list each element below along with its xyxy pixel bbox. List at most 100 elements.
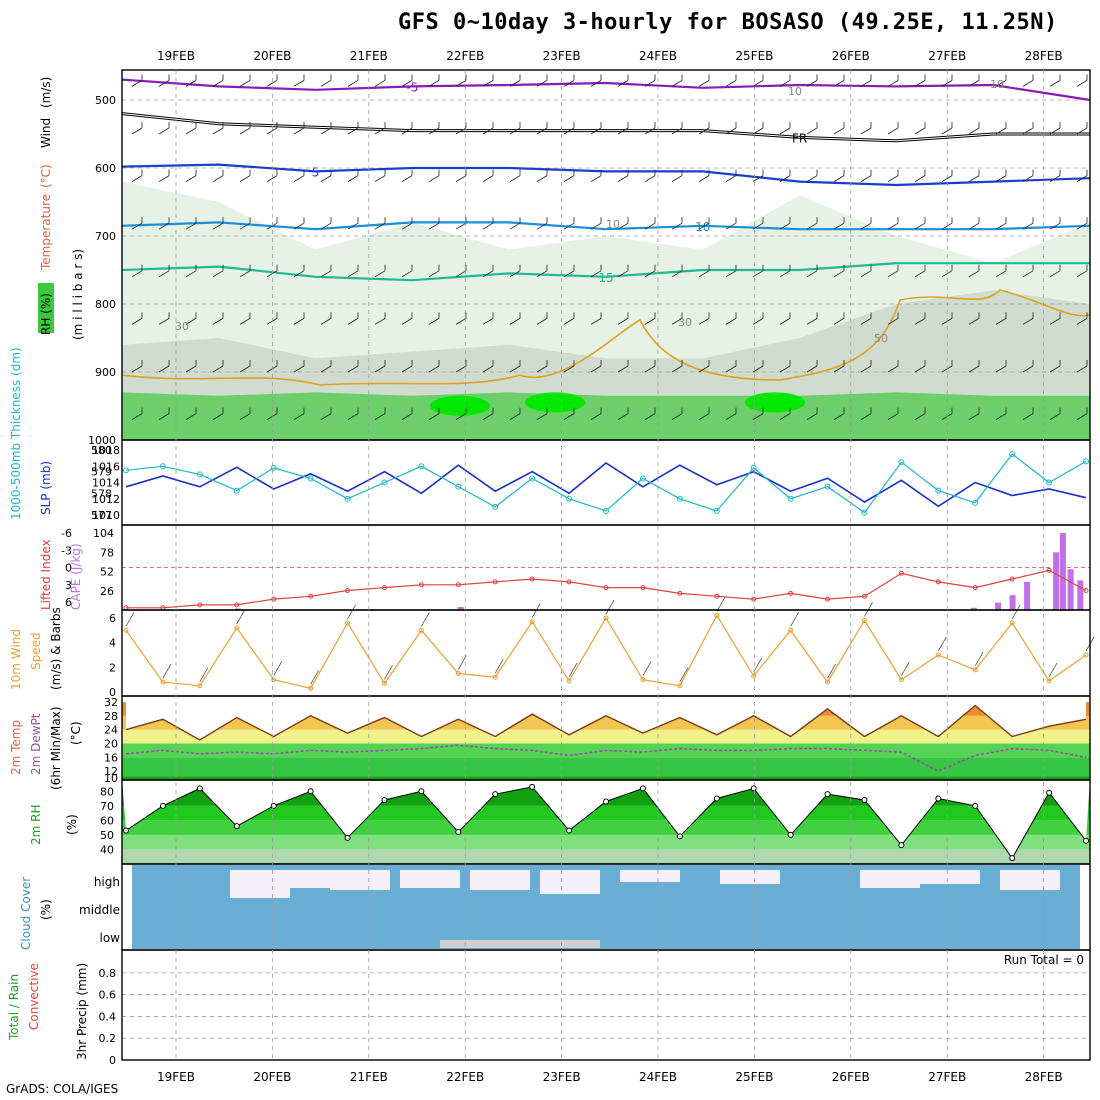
- wind-barb: [914, 365, 926, 373]
- wind-barb: [536, 222, 548, 230]
- wind-barb: [698, 413, 710, 420]
- wind-barb: [725, 175, 737, 182]
- wind-barb: [752, 175, 764, 182]
- wind-barb: [1022, 365, 1034, 373]
- cape-bar: [1059, 533, 1066, 610]
- wind-barb: [239, 222, 251, 230]
- thickness-line: [125, 462, 1087, 508]
- rh-tick: 70: [100, 800, 114, 813]
- wind-barb: [131, 222, 143, 230]
- wind-barb: [482, 413, 494, 420]
- wind-speed-line: [125, 614, 1087, 689]
- wind-barb: [536, 365, 548, 373]
- wind-barb: [455, 127, 467, 135]
- wind-barb: [158, 413, 170, 420]
- wind-barb: [914, 270, 926, 278]
- wind-barb: [347, 318, 359, 325]
- date-label-bottom: 26FEB: [832, 1070, 870, 1084]
- date-label-top: 20FEB: [253, 49, 291, 63]
- wind-barb: [887, 318, 899, 325]
- date-label-bottom: 28FEB: [1025, 1070, 1063, 1084]
- wind-barb: [642, 661, 652, 676]
- slp-point: [307, 475, 314, 482]
- li-axis-label: Lifted Index: [39, 539, 53, 610]
- wind-barb: [212, 80, 224, 87]
- wind-barb: [914, 127, 926, 135]
- slp-point: [344, 495, 351, 502]
- temp-mask: [126, 702, 1086, 740]
- thickness-tick: 580: [91, 444, 112, 457]
- wind-barb: [1022, 270, 1034, 278]
- wind-barb: [617, 270, 629, 278]
- wind-barb: [901, 661, 910, 676]
- wind-barb: [131, 318, 143, 325]
- wind-barb: [617, 222, 629, 230]
- wind-speed-point: [345, 620, 351, 626]
- wind-barb: [671, 175, 683, 182]
- wind-barb: [995, 365, 1007, 373]
- wind-barb: [968, 318, 980, 325]
- date-label-bottom: 27FEB: [928, 1070, 966, 1084]
- wind-barb: [401, 318, 413, 325]
- wind-barb: [347, 365, 359, 373]
- wind-barb: [833, 80, 845, 87]
- wind-barb: [374, 175, 386, 182]
- slp-point: [455, 483, 462, 490]
- wind-barb: [698, 318, 710, 325]
- cloud-gap: [230, 870, 290, 898]
- rh-point: [1046, 789, 1053, 796]
- panel-frame: [121, 949, 1091, 1061]
- li-line: [126, 569, 1087, 609]
- li-tick: -3: [61, 544, 72, 557]
- precip-label-1: Total / Rain: [7, 974, 21, 1041]
- wind-barb: [995, 318, 1007, 325]
- wind-barb: [617, 175, 629, 182]
- wind-barb: [347, 175, 359, 182]
- wind-barb: [266, 175, 278, 182]
- wind-barb: [320, 175, 332, 182]
- date-label-bottom: 22FEB: [446, 1070, 484, 1084]
- wind-barb: [779, 318, 791, 325]
- wind-barb: [158, 270, 170, 278]
- date-label-bottom: 19FEB: [157, 1070, 195, 1084]
- cape-bar: [1067, 569, 1074, 610]
- rh-point: [898, 842, 905, 849]
- wind-barb: [563, 175, 575, 182]
- wind-barb: [266, 222, 278, 230]
- wind-speed-point: [861, 617, 867, 623]
- rh-label: 10: [990, 78, 1004, 91]
- wind-label-3: (m/s) & Barbs: [49, 607, 63, 690]
- wind-speed-point: [788, 627, 794, 633]
- slp-point: [824, 483, 831, 490]
- li-tick: 0: [65, 562, 72, 575]
- wind-barb: [1049, 413, 1061, 420]
- wind-speed-point: [271, 677, 277, 683]
- wind-barb: [806, 127, 818, 135]
- wind-speed-point: [492, 674, 498, 680]
- li-point: [455, 582, 461, 588]
- rh-point: [639, 785, 646, 792]
- cape-axis-label: CAPE (J/kg): [69, 543, 83, 610]
- li-point: [640, 585, 646, 591]
- wind-unit-label: (m/s): [39, 77, 53, 108]
- wind-barb: [401, 365, 413, 373]
- wind-speed-point: [123, 627, 129, 633]
- wind-barb: [790, 612, 799, 627]
- wind-barb: [428, 318, 440, 325]
- slp-point: [972, 499, 979, 506]
- wind-barb: [536, 270, 548, 278]
- slp-point: [1046, 479, 1053, 486]
- cloud-gap: [540, 870, 600, 894]
- precip-label-2: Convective: [27, 963, 41, 1030]
- wind-barb: [131, 175, 143, 182]
- slp-tick: 1010: [92, 509, 120, 522]
- wind-barb: [421, 612, 430, 627]
- slp-point: [270, 464, 277, 471]
- temp-label-4: (°C): [69, 721, 83, 745]
- rh-tick: 60: [100, 814, 114, 827]
- wind-barb: [239, 127, 251, 135]
- slp-point: [196, 471, 203, 478]
- wind-barb: [455, 80, 467, 87]
- wind-barb: [1022, 318, 1034, 325]
- wind-barb: [887, 222, 899, 230]
